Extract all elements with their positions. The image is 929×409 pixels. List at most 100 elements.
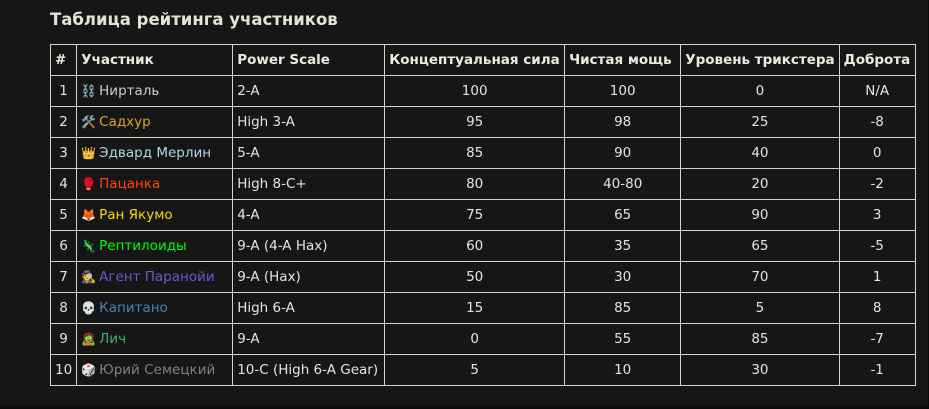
rank-cell: 4 [49, 168, 78, 200]
power-scale-cell: 2-A [232, 75, 386, 107]
participant-cell: 🦊 Ран Якумо [76, 199, 234, 231]
power-scale-cell: High 6-A [232, 292, 386, 324]
kindness-cell: 8 [838, 292, 916, 324]
table-row: 7 🕵️ Агент Паранойи 9-A (Hax) 50 30 70 1 [49, 261, 916, 293]
table-row: 2 🛠️ Садхур High 3-A 95 98 25 -8 [49, 106, 916, 138]
participant-name: Лич [99, 331, 127, 347]
table-row: 4 🥊 Пацанка High 8-C+ 80 40-80 20 -2 [49, 168, 916, 200]
table-header-row: # Участник Power Scale Концептуальная си… [49, 44, 916, 76]
participant-emoji-icon: 🧟 [81, 332, 97, 346]
kindness-cell: 3 [838, 199, 916, 231]
power-scale-cell: 10-C (High 6-A Gear) [232, 354, 386, 386]
rank-cell: 8 [49, 292, 78, 324]
participant-cell: 🥊 Пацанка [76, 168, 234, 200]
conceptual-power-cell: 95 [384, 106, 566, 138]
power-scale-cell: 9-A (4-A Hax) [232, 230, 386, 262]
rating-table: # Участник Power Scale Концептуальная си… [49, 44, 916, 386]
participant-cell: 👑 Эдвард Мерлин [76, 137, 234, 169]
participant-emoji-icon: 🕵️ [81, 270, 97, 284]
raw-power-cell: 30 [564, 261, 682, 293]
power-scale-cell: High 8-C+ [232, 168, 386, 200]
participant-emoji-icon: 💀 [81, 301, 97, 315]
col-header-trickster-level: Уровень трикстера [680, 44, 840, 76]
participant-name: Рептилоиды [99, 238, 187, 254]
participant-emoji-icon: 🦊 [81, 208, 97, 222]
table-row: 9 🧟 Лич 9-A 0 55 85 -7 [49, 323, 916, 355]
kindness-cell: -7 [838, 323, 916, 355]
kindness-cell: -8 [838, 106, 916, 138]
participant-emoji-icon: 🎲 [81, 363, 97, 377]
conceptual-power-cell: 50 [384, 261, 566, 293]
rank-cell: 1 [49, 75, 78, 107]
participant-name: Эдвард Мерлин [99, 145, 212, 161]
participant-emoji-icon: ⛓️ [81, 84, 97, 98]
raw-power-cell: 98 [564, 106, 682, 138]
power-scale-cell: High 3-A [232, 106, 386, 138]
trickster-level-cell: 85 [680, 323, 840, 355]
participant-cell: 🧟 Лич [76, 323, 234, 355]
kindness-cell: 0 [838, 137, 916, 169]
power-scale-cell: 5-A [232, 137, 386, 169]
rank-cell: 10 [49, 354, 78, 386]
conceptual-power-cell: 100 [384, 75, 566, 107]
kindness-cell: 1 [838, 261, 916, 293]
trickster-level-cell: 40 [680, 137, 840, 169]
participant-cell: 🦎 Рептилоиды [76, 230, 234, 262]
page-title: Таблица рейтинга участников [50, 10, 338, 29]
rank-cell: 3 [49, 137, 78, 169]
participant-emoji-icon: 🥊 [81, 177, 97, 191]
conceptual-power-cell: 85 [384, 137, 566, 169]
power-scale-cell: 9-A [232, 323, 386, 355]
col-header-raw-power: Чистая мощь [564, 44, 682, 76]
participant-name: Нирталь [99, 83, 160, 99]
participant-cell: 🎲 Юрий Семецкий [76, 354, 234, 386]
col-header-participant: Участник [76, 44, 234, 76]
trickster-level-cell: 25 [680, 106, 840, 138]
rank-cell: 6 [49, 230, 78, 262]
participant-cell: ⛓️ Нирталь [76, 75, 234, 107]
participant-cell: 🛠️ Садхур [76, 106, 234, 138]
rank-cell: 2 [49, 106, 78, 138]
trickster-level-cell: 30 [680, 354, 840, 386]
participant-emoji-icon: 🦎 [81, 239, 97, 253]
power-scale-cell: 4-A [232, 199, 386, 231]
raw-power-cell: 90 [564, 137, 682, 169]
kindness-cell: -1 [838, 354, 916, 386]
conceptual-power-cell: 80 [384, 168, 566, 200]
participant-name: Капитано [99, 300, 168, 316]
table-row: 8 💀 Капитано High 6-A 15 85 5 8 [49, 292, 916, 324]
trickster-level-cell: 70 [680, 261, 840, 293]
participant-emoji-icon: 👑 [81, 146, 97, 160]
col-header-rank: # [49, 44, 78, 76]
participant-cell: 🕵️ Агент Паранойи [76, 261, 234, 293]
trickster-level-cell: 0 [680, 75, 840, 107]
participant-emoji-icon: 🛠️ [81, 115, 97, 129]
col-header-conceptual-power: Концептуальная сила [384, 44, 566, 76]
table-row: 10 🎲 Юрий Семецкий 10-C (High 6-A Gear) 5 10 3… [49, 354, 916, 386]
conceptual-power-cell: 5 [384, 354, 566, 386]
participant-name: Садхур [99, 114, 151, 130]
conceptual-power-cell: 75 [384, 199, 566, 231]
rank-cell: 5 [49, 199, 78, 231]
raw-power-cell: 65 [564, 199, 682, 231]
participant-cell: 💀 Капитано [76, 292, 234, 324]
conceptual-power-cell: 0 [384, 323, 566, 355]
raw-power-cell: 10 [564, 354, 682, 386]
table-row: 6 🦎 Рептилоиды 9-A (4-A Hax) 60 35 65 -5 [49, 230, 916, 262]
trickster-level-cell: 20 [680, 168, 840, 200]
col-header-kindness: Доброта [838, 44, 916, 76]
raw-power-cell: 85 [564, 292, 682, 324]
table-row: 1 ⛓️ Нирталь 2-A 100 100 0 N/A [49, 75, 916, 107]
kindness-cell: -5 [838, 230, 916, 262]
kindness-cell: N/A [838, 75, 916, 107]
raw-power-cell: 55 [564, 323, 682, 355]
conceptual-power-cell: 15 [384, 292, 566, 324]
trickster-level-cell: 90 [680, 199, 840, 231]
power-scale-cell: 9-A (Hax) [232, 261, 386, 293]
trickster-level-cell: 5 [680, 292, 840, 324]
trickster-level-cell: 65 [680, 230, 840, 262]
col-header-power-scale: Power Scale [232, 44, 386, 76]
participant-name: Ран Якумо [99, 207, 173, 223]
table-row: 3 👑 Эдвард Мерлин 5-A 85 90 40 0 [49, 137, 916, 169]
